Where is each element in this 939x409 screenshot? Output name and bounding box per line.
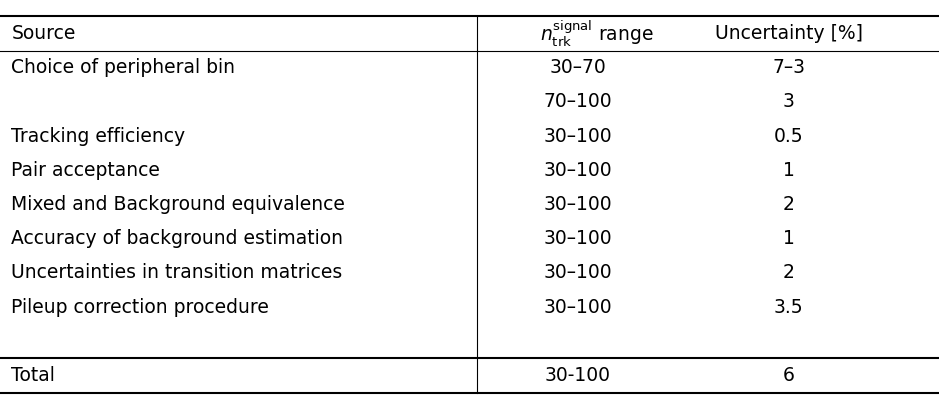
- Text: 1: 1: [783, 229, 794, 248]
- Text: Pileup correction procedure: Pileup correction procedure: [11, 298, 269, 317]
- Text: Choice of peripheral bin: Choice of peripheral bin: [11, 58, 236, 77]
- Text: 30–100: 30–100: [543, 229, 612, 248]
- Text: 30–100: 30–100: [543, 126, 612, 146]
- Text: Accuracy of background estimation: Accuracy of background estimation: [11, 229, 344, 248]
- Text: Source: Source: [11, 24, 76, 43]
- Text: Uncertainty [%]: Uncertainty [%]: [715, 24, 863, 43]
- Text: 3.5: 3.5: [774, 298, 804, 317]
- Text: 30–70: 30–70: [549, 58, 606, 77]
- Text: 1: 1: [783, 161, 794, 180]
- Text: 30–100: 30–100: [543, 161, 612, 180]
- Text: Uncertainties in transition matrices: Uncertainties in transition matrices: [11, 263, 343, 283]
- Text: 30–100: 30–100: [543, 195, 612, 214]
- Text: Total: Total: [11, 366, 55, 385]
- Text: 0.5: 0.5: [774, 126, 804, 146]
- Text: 3: 3: [783, 92, 794, 111]
- Text: Tracking efficiency: Tracking efficiency: [11, 126, 185, 146]
- Text: Pair acceptance: Pair acceptance: [11, 161, 161, 180]
- Text: 6: 6: [783, 366, 794, 385]
- Text: Mixed and Background equivalence: Mixed and Background equivalence: [11, 195, 346, 214]
- Text: 30-100: 30-100: [545, 366, 610, 385]
- Text: 30–100: 30–100: [543, 298, 612, 317]
- Text: 30–100: 30–100: [543, 263, 612, 283]
- Text: $n_{\mathrm{trk}}^{\mathrm{signal}}$ range: $n_{\mathrm{trk}}^{\mathrm{signal}}$ ran…: [540, 18, 654, 49]
- Text: 7–3: 7–3: [772, 58, 806, 77]
- Text: 70–100: 70–100: [543, 92, 612, 111]
- Text: 2: 2: [783, 263, 794, 283]
- Text: 2: 2: [783, 195, 794, 214]
